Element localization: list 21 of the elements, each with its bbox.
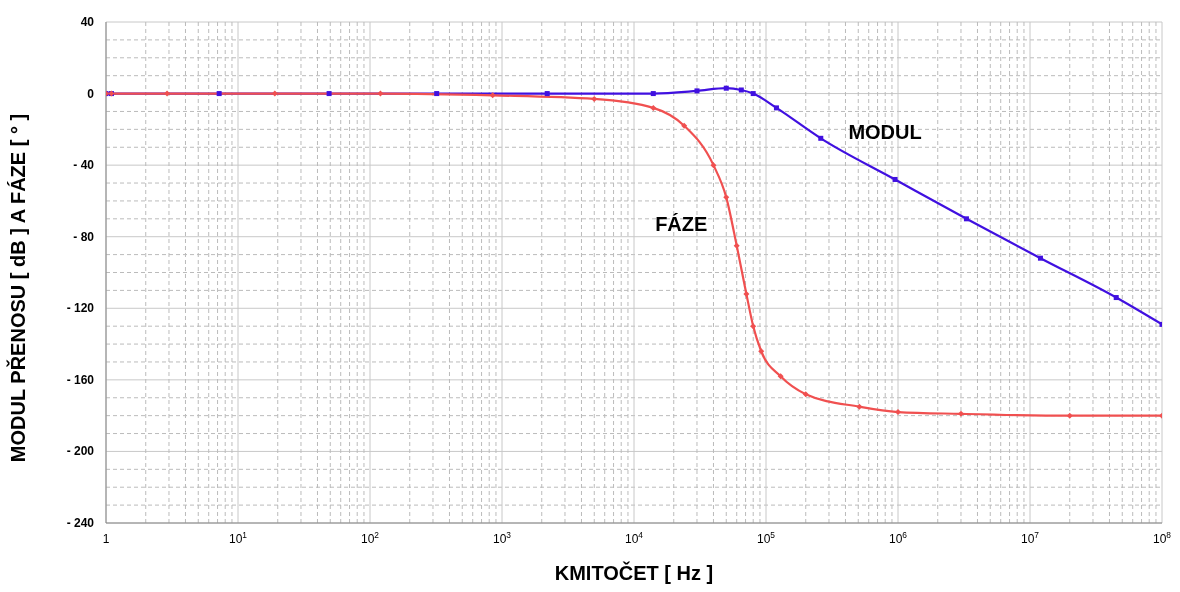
- series-label: MODUL: [848, 121, 922, 144]
- x-tick-label: 10$^{3}$: [492, 530, 512, 546]
- y-tick-label: - 240: [66, 516, 95, 530]
- x-tick-label: 10$^{1}$: [228, 530, 248, 546]
- x-tick-label: 10$^{7}$: [1020, 530, 1040, 546]
- y-tick-label: - 120: [66, 301, 95, 316]
- y-tick-label: - 40: [73, 158, 95, 173]
- y-tick-label: - 200: [66, 444, 95, 459]
- series-label: FÁZE: [655, 213, 708, 236]
- x-tick-label: 10$^{2}$: [360, 530, 380, 546]
- x-tick-label: 1: [102, 532, 110, 546]
- y-tick-label: - 80: [73, 229, 95, 244]
- y-tick-label: 0: [87, 86, 95, 101]
- x-tick-label: 10$^{5}$: [756, 530, 776, 546]
- y-axis-title: MODUL PŘENOSU [ dB ] A FÁZE [ ° ]: [6, 113, 30, 463]
- y-tick-label: - 160: [66, 372, 95, 387]
- x-axis-title: KMITOČET [ Hz ]: [553, 562, 715, 585]
- x-tick-label: 10$^{4}$: [624, 530, 644, 546]
- y-tick-label: 40: [80, 15, 95, 29]
- x-tick-label: 10$^{6}$: [888, 530, 908, 546]
- x-tick-label: 10$^{8}$: [1152, 530, 1172, 546]
